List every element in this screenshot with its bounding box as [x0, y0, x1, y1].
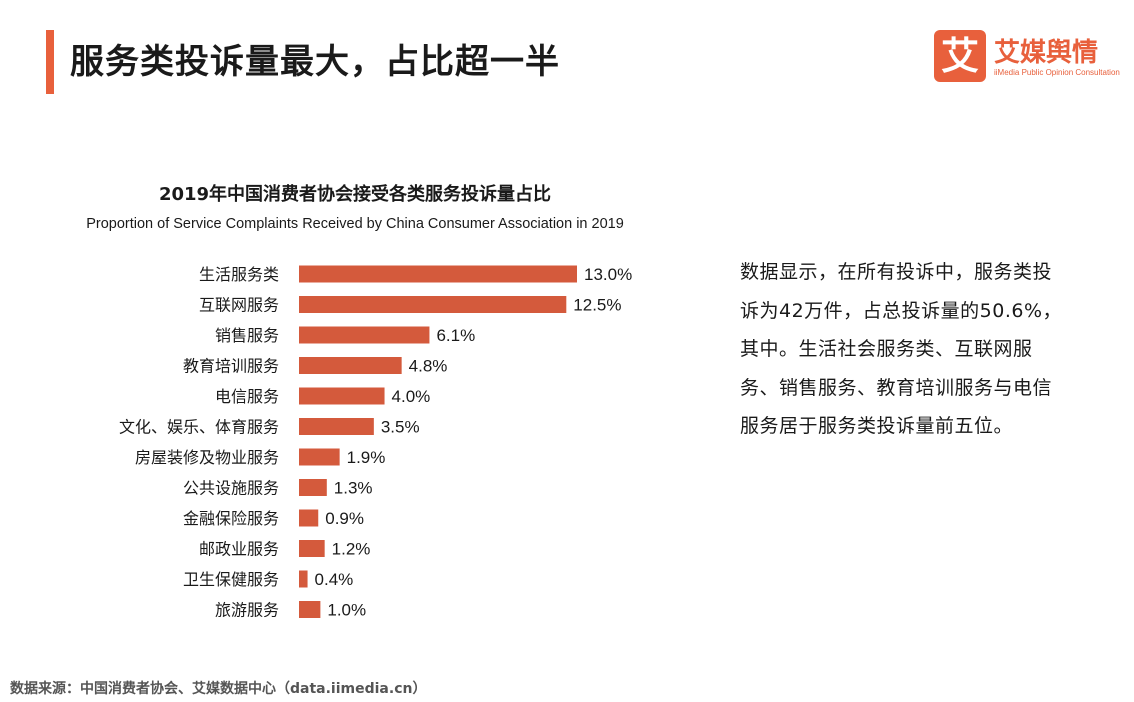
brand-logo: 艾 艾媒舆情 iiMedia Public Opinion Consultati… — [934, 30, 1124, 86]
category-label: 电信服务 — [215, 387, 279, 406]
bar — [299, 540, 325, 557]
category-label: 销售服务 — [215, 326, 279, 345]
category-label: 房屋装修及物业服务 — [135, 448, 279, 467]
category-label: 金融保险服务 — [183, 509, 279, 528]
value-label: 6.1% — [436, 326, 475, 345]
value-label: 12.5% — [573, 296, 621, 315]
value-label: 1.0% — [327, 601, 366, 620]
bar — [299, 479, 327, 496]
bar — [299, 265, 577, 283]
data-source: 数据来源：中国消费者协会、艾媒数据中心（data.iimedia.cn） — [10, 681, 427, 697]
bar — [299, 418, 374, 435]
bar — [299, 387, 385, 405]
value-label: 4.0% — [392, 387, 431, 406]
bar — [299, 570, 308, 588]
value-label: 0.9% — [325, 509, 364, 528]
value-label: 1.3% — [334, 479, 373, 498]
bar — [299, 509, 319, 527]
bar — [299, 601, 321, 618]
category-label: 卫生保健服务 — [183, 570, 279, 589]
value-label: 4.8% — [409, 357, 448, 376]
category-label: 文化、娱乐、体育服务 — [119, 418, 279, 437]
bar — [299, 296, 567, 313]
logo-mark-icon: 艾 — [934, 30, 986, 82]
category-label: 生活服务类 — [199, 265, 279, 284]
value-label: 1.2% — [332, 540, 371, 559]
bar-chart: 生活服务类 13.0% 互联网服务 12.5% 销售服务 6.1% 教育培训服务 4.8% 电信… — [119, 265, 632, 620]
category-label: 公共设施服务 — [183, 479, 279, 498]
category-label: 邮政业服务 — [199, 540, 279, 559]
category-label: 旅游服务 — [215, 601, 279, 620]
value-label: 3.5% — [381, 418, 420, 437]
logo-name: 艾媒舆情 — [994, 38, 1099, 68]
bar — [299, 448, 340, 466]
value-label: 1.9% — [347, 448, 386, 467]
value-label: 13.0% — [584, 265, 632, 284]
summary-text: 数据显示，在所有投诉中，服务类投诉为42万件，占总投诉量的50.6%，其中。生活… — [740, 261, 1063, 437]
title-accent-bar — [46, 30, 54, 94]
page-title: 服务类投诉量最大，占比超一半 — [70, 42, 560, 82]
logo-tagline: iiMedia Public Opinion Consultation — [994, 68, 1120, 77]
category-label: 教育培训服务 — [183, 357, 279, 376]
bar — [299, 326, 430, 344]
value-label: 0.4% — [315, 570, 354, 589]
bar — [299, 357, 402, 374]
chart-subtitle: Proportion of Service Complaints Receive… — [86, 216, 624, 232]
chart-title: 2019年中国消费者协会接受各类服务投诉量占比 — [158, 184, 552, 205]
category-label: 互联网服务 — [199, 296, 279, 315]
